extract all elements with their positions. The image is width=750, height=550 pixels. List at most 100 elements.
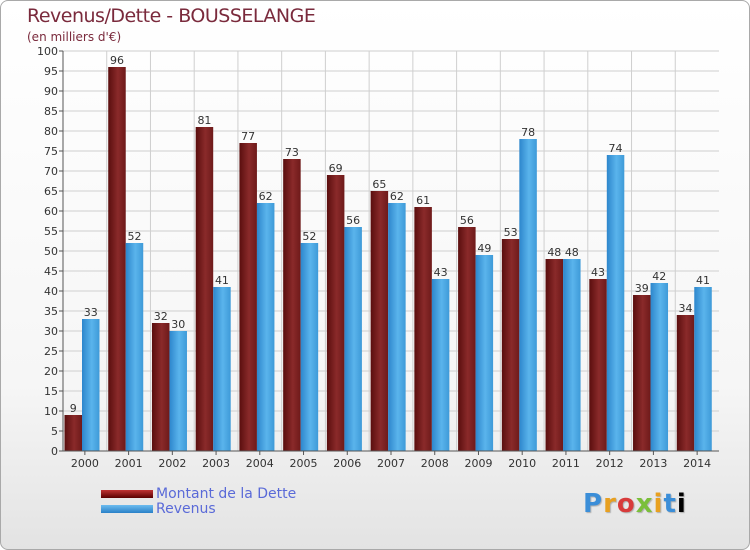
- bar-revenue: [300, 243, 319, 451]
- bar-revenue: [344, 227, 362, 451]
- bar-debt: [589, 279, 607, 451]
- y-tick-label: 45: [44, 265, 58, 278]
- data-label-debt: 69: [329, 162, 343, 175]
- x-tick-label: 2003: [202, 457, 230, 470]
- data-label-debt: 77: [241, 130, 255, 143]
- legend-label-debt: Montant de la Dette: [156, 486, 297, 502]
- bar-revenue: [388, 203, 406, 451]
- data-label-debt: 65: [372, 178, 386, 191]
- x-tick-label: 2004: [246, 457, 274, 470]
- bar-debt: [283, 159, 301, 451]
- x-tick-label: 2011: [552, 457, 580, 470]
- bar-revenue: [650, 283, 669, 451]
- bar-revenue: [519, 139, 537, 451]
- logo-letter: P: [583, 489, 604, 519]
- bar-revenue: [606, 155, 625, 451]
- logo-letter: t: [663, 489, 677, 519]
- y-tick-label: 95: [44, 65, 58, 78]
- legend-swatch-debt: [101, 490, 153, 498]
- data-label-debt: 81: [197, 114, 211, 127]
- legend-label-revenue: Revenus: [156, 501, 216, 517]
- y-tick-label: 70: [44, 165, 58, 178]
- data-label-debt: 9: [70, 402, 77, 415]
- data-label-debt: 73: [285, 146, 299, 159]
- y-tick-label: 75: [44, 145, 58, 158]
- data-label-debt: 34: [679, 302, 693, 315]
- y-tick-label: 60: [44, 205, 58, 218]
- y-tick-label: 85: [44, 105, 58, 118]
- bar-layer: [64, 67, 712, 451]
- x-tick-label: 2009: [464, 457, 492, 470]
- y-tick-label: 10: [44, 405, 58, 418]
- y-tick-label: 30: [44, 325, 58, 338]
- x-tick-label: 2014: [683, 457, 711, 470]
- y-tick-label: 25: [44, 345, 58, 358]
- y-tick-label: 20: [44, 365, 58, 378]
- data-label-debt: 39: [635, 282, 649, 295]
- x-tick-label: 2013: [639, 457, 667, 470]
- logo-letter: i: [653, 489, 664, 519]
- x-tick-label: 2000: [71, 457, 99, 470]
- y-tick-label: 100: [37, 45, 58, 58]
- proxiti-logo: Proxiti: [583, 489, 687, 519]
- data-label-revenue: 30: [171, 318, 185, 331]
- bar-debt: [151, 323, 170, 451]
- x-tick-label: 2007: [377, 457, 405, 470]
- bar-debt: [414, 207, 432, 451]
- bar-revenue: [213, 287, 231, 451]
- bar-debt: [64, 415, 82, 451]
- bar-revenue: [694, 287, 712, 451]
- data-label-debt: 43: [591, 266, 605, 279]
- data-label-revenue: 49: [477, 242, 491, 255]
- data-label-revenue: 41: [696, 274, 710, 287]
- y-tick-label: 5: [51, 425, 58, 438]
- bar-debt: [458, 227, 476, 451]
- y-tick-label: 55: [44, 225, 58, 238]
- data-label-revenue: 52: [127, 230, 141, 243]
- data-label-debt: 53: [504, 226, 518, 239]
- y-tick-label: 35: [44, 305, 58, 318]
- logo-letter: i: [676, 489, 687, 519]
- logo-letter: o: [616, 489, 636, 519]
- data-label-revenue: 56: [346, 214, 360, 227]
- bar-debt: [633, 295, 651, 451]
- bar-revenue: [256, 203, 275, 451]
- x-tick-label: 2005: [290, 457, 318, 470]
- bar-revenue: [475, 255, 494, 451]
- x-tick-label: 2012: [596, 457, 624, 470]
- data-label-debt: 48: [547, 246, 561, 259]
- x-tick-label: 2006: [333, 457, 361, 470]
- legend-swatch-revenue: [101, 505, 153, 513]
- y-tick-label: 0: [51, 445, 58, 458]
- data-label-revenue: 43: [434, 266, 448, 279]
- y-tick-label: 65: [44, 185, 58, 198]
- x-tick-label: 2010: [508, 457, 536, 470]
- bar-debt: [239, 143, 257, 451]
- y-tick-label: 50: [44, 245, 58, 258]
- bar-debt: [108, 67, 126, 451]
- bar-debt: [195, 127, 214, 451]
- x-tick-label: 2001: [115, 457, 143, 470]
- y-tick-label: 15: [44, 385, 58, 398]
- data-label-debt: 96: [110, 54, 124, 67]
- logo-letter: r: [603, 489, 617, 519]
- x-tick-label: 2002: [158, 457, 186, 470]
- data-label-revenue: 33: [84, 306, 98, 319]
- data-label-revenue: 48: [565, 246, 579, 259]
- bar-debt: [501, 239, 520, 451]
- data-label-debt: 61: [416, 194, 430, 207]
- data-label-debt: 56: [460, 214, 474, 227]
- y-tick-label: 90: [44, 85, 58, 98]
- bar-debt: [370, 191, 389, 451]
- y-tick-label: 40: [44, 285, 58, 298]
- bar-revenue: [169, 331, 187, 451]
- data-label-revenue: 74: [609, 142, 623, 155]
- bar-debt: [545, 259, 564, 451]
- data-label-revenue: 42: [652, 270, 666, 283]
- bar-revenue: [82, 319, 100, 451]
- bar-revenue: [563, 259, 581, 451]
- data-label-revenue: 78: [521, 126, 535, 139]
